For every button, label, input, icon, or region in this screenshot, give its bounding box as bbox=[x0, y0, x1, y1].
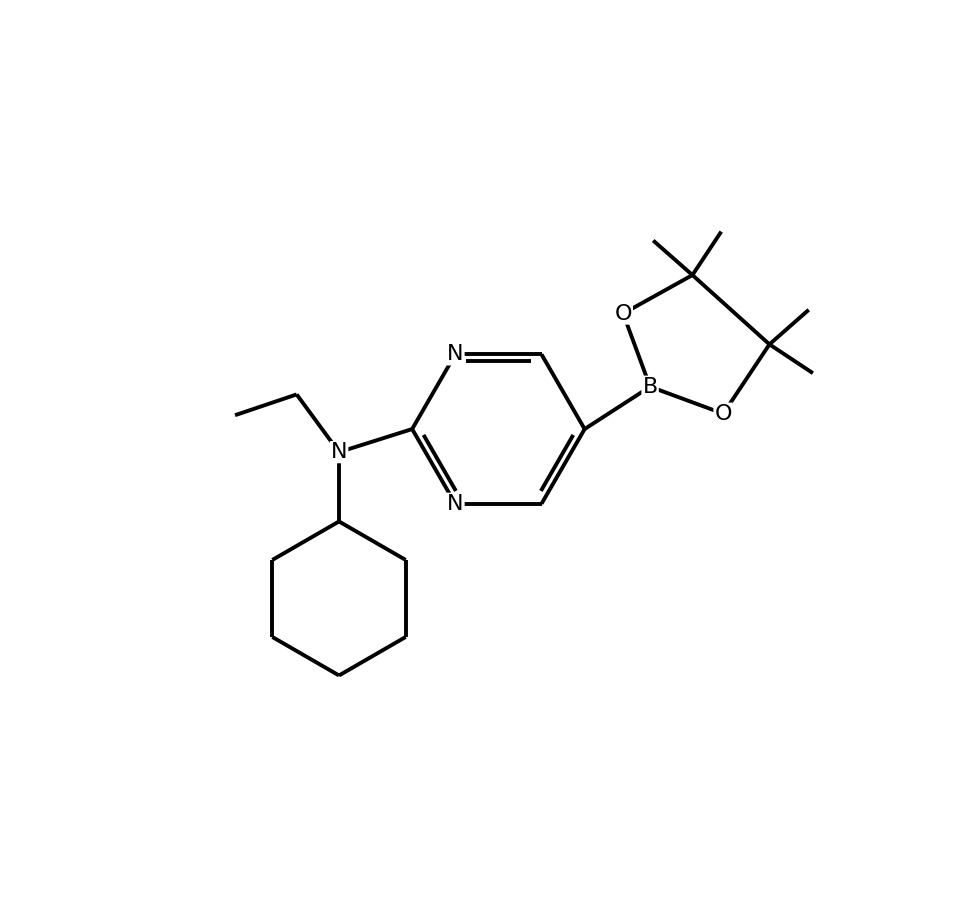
Text: N: N bbox=[447, 345, 464, 364]
Text: N: N bbox=[447, 494, 464, 514]
Text: O: O bbox=[714, 403, 732, 424]
Text: N: N bbox=[331, 442, 347, 462]
Text: B: B bbox=[643, 377, 658, 397]
Text: O: O bbox=[614, 303, 632, 323]
